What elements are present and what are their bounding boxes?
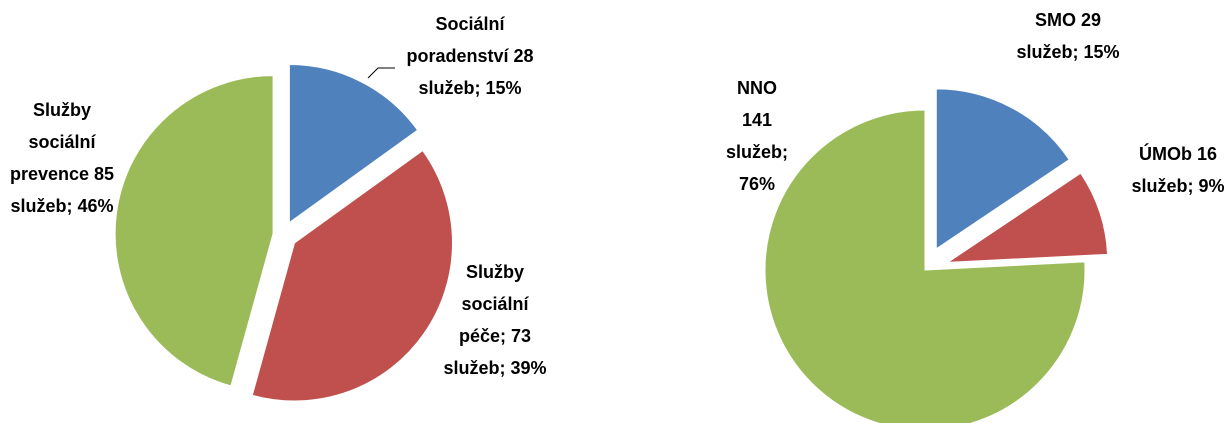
pie-slice <box>945 172 1109 264</box>
data-label: ÚMOb 16 služeb; 9% <box>1131 144 1225 196</box>
data-label: SMO 29 služeb; 15% <box>1016 10 1120 62</box>
pie-slice <box>764 109 1086 423</box>
pie-slice <box>251 149 453 402</box>
pie-slice <box>288 64 419 224</box>
data-label: Služby sociální prevence 85 služeb; 46% <box>9 100 115 216</box>
data-label: NNO 141 služeb; 76% <box>725 78 788 194</box>
pie-slice <box>935 88 1070 250</box>
data-label: Služby sociální péče; 73 služeb; 39% <box>443 262 547 378</box>
data-label: Sociální poradenství 28 služeb; 15% <box>406 14 534 98</box>
leader-line <box>367 67 395 79</box>
pie-slice <box>114 75 274 387</box>
